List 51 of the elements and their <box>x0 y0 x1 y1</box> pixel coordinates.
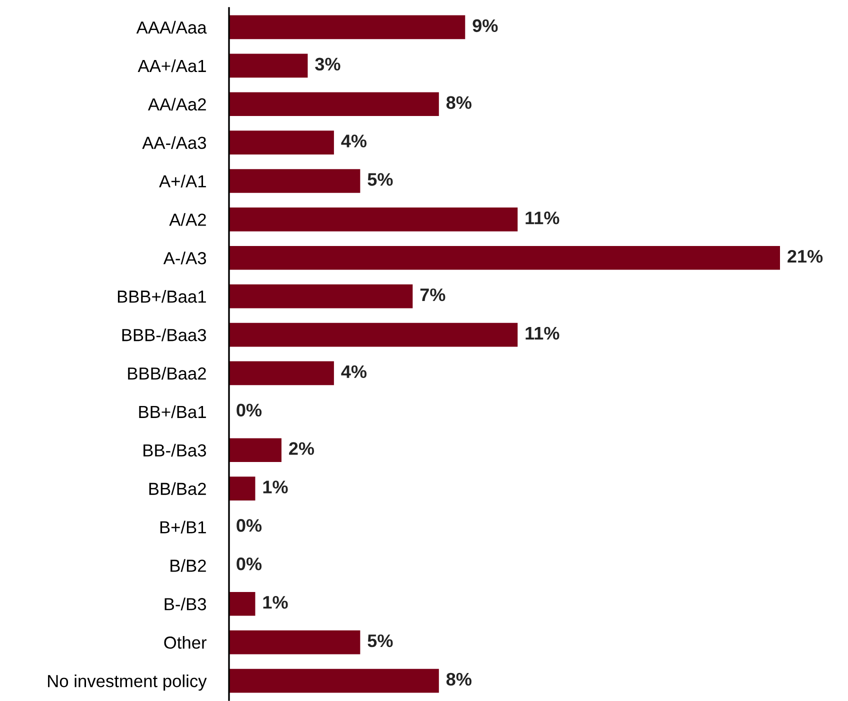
y-tick-label: AA+/Aa1 <box>138 59 206 72</box>
bar <box>229 668 439 693</box>
y-tick-label: B-/B3 <box>164 598 206 610</box>
data-label: 9% <box>472 19 498 32</box>
data-label: 0% <box>236 558 262 570</box>
y-tick-label: Other <box>164 636 206 649</box>
bar <box>229 630 360 654</box>
bar <box>229 169 360 193</box>
data-label: 7% <box>420 288 446 302</box>
bar <box>229 476 256 500</box>
bar <box>229 284 413 308</box>
data-label: 8% <box>446 672 472 686</box>
y-tick-label: B/B2 <box>170 559 206 572</box>
y-tick-label: BBB+/Baa1 <box>118 290 206 303</box>
data-label: 5% <box>368 173 393 186</box>
data-label: 8% <box>446 96 472 109</box>
y-tick-label: A-/A3 <box>163 252 206 264</box>
data-label: 11% <box>526 326 560 340</box>
data-label: 5% <box>368 634 393 648</box>
bar <box>229 322 518 347</box>
bar <box>229 15 466 40</box>
y-tick-label: AA-/Aa3 <box>142 136 206 150</box>
y-tick-label: No investment policy <box>48 674 207 691</box>
y-tick-label: BBB-/Baa3 <box>122 328 206 342</box>
data-label: 4% <box>341 134 367 148</box>
y-tick-label: AA/Aa2 <box>148 98 206 111</box>
y-tick-label: A+/A1 <box>159 174 206 188</box>
bar <box>229 54 308 78</box>
data-label: 3% <box>315 58 340 71</box>
bar <box>229 92 439 116</box>
bar <box>229 592 256 616</box>
y-tick-label: B+/B1 <box>160 520 206 534</box>
y-tick-label: BB+/Ba1 <box>139 405 206 418</box>
y-tick-label: BBB/Baa2 <box>128 366 206 380</box>
data-label: 1% <box>263 596 288 609</box>
bar <box>229 361 334 386</box>
bar <box>229 130 334 154</box>
data-label: 11% <box>526 212 560 224</box>
y-tick-label: BB/Ba2 <box>149 482 206 496</box>
data-label: 4% <box>341 365 367 378</box>
data-label: 1% <box>263 480 288 494</box>
data-label: 2% <box>289 442 314 455</box>
y-tick-label: BB-/Ba3 <box>144 444 206 457</box>
data-label: 0% <box>236 519 262 532</box>
bar <box>229 208 518 232</box>
y-tick-label: AAA/Aaa <box>136 20 207 34</box>
bar <box>229 438 282 462</box>
data-label: 21% <box>788 250 823 263</box>
y-tick-label: A/A2 <box>169 213 206 226</box>
data-label: 0% <box>236 404 262 417</box>
bar <box>229 246 780 270</box>
